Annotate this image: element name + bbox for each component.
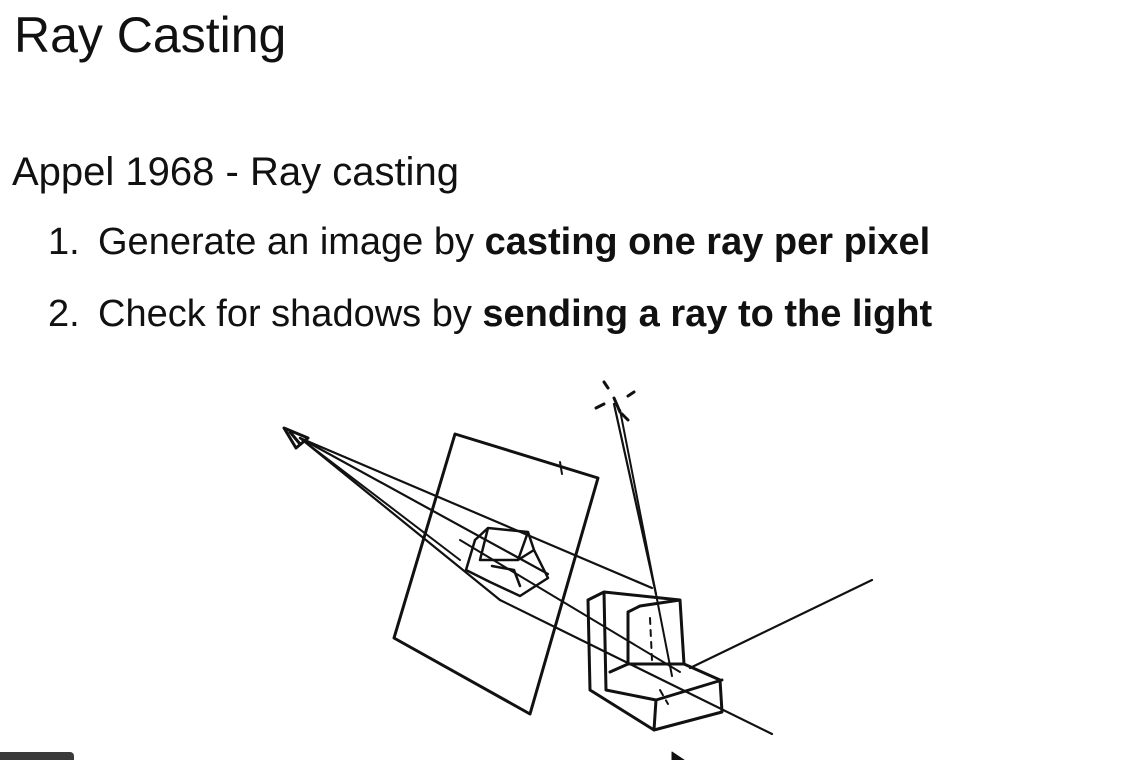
ray-line xyxy=(459,539,681,673)
ray-line xyxy=(299,437,461,561)
step-emphasis: sending a ray to the light xyxy=(482,293,933,335)
step-number: 1. xyxy=(48,221,80,263)
step-item: 1. Generate an image by casting one ray p… xyxy=(48,220,932,292)
eye-icon xyxy=(282,426,310,450)
steps-list: 1. Generate an image by casting one ray p… xyxy=(48,220,932,364)
step-text: Check for shadows by xyxy=(98,293,483,335)
l-block xyxy=(586,590,724,732)
ray-line xyxy=(298,436,502,602)
reflected-ray xyxy=(688,578,874,670)
corner-tab xyxy=(0,752,74,760)
ray-casting-sketch xyxy=(282,380,874,760)
step-text: Generate an image by xyxy=(98,221,485,263)
cursor-icon xyxy=(671,751,685,760)
ray-line xyxy=(298,436,654,590)
ray-line xyxy=(298,436,550,576)
projected-object xyxy=(464,526,550,598)
step-emphasis: casting one ray per pixel xyxy=(484,221,931,263)
step-number: 2. xyxy=(48,293,80,335)
light-icon xyxy=(594,380,636,422)
step-item: 2. Check for shadows by sending a ray to … xyxy=(48,292,932,364)
image-plane xyxy=(392,432,600,716)
intro-line: Appel 1968 - Ray casting xyxy=(12,150,459,194)
light-ray xyxy=(619,409,673,677)
ray-line xyxy=(498,598,774,736)
slide-title: Ray Casting xyxy=(14,7,287,63)
